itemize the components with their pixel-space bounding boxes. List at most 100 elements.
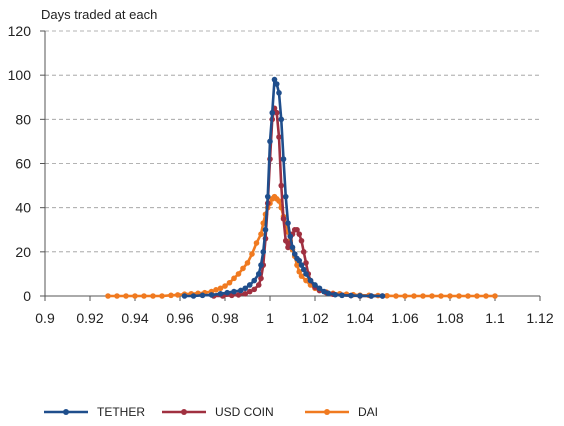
data-point xyxy=(168,292,174,299)
data-point xyxy=(235,271,242,277)
data-point xyxy=(282,193,289,200)
x-tick-label-1: 1 xyxy=(266,310,274,326)
legend: TETHER USD COIN DAI xyxy=(44,405,378,419)
x-tick-label-1.06: 1.06 xyxy=(391,310,418,326)
data-point xyxy=(174,292,181,298)
data-point xyxy=(251,286,258,293)
data-point xyxy=(260,249,267,255)
axes xyxy=(40,30,541,301)
data-point xyxy=(226,279,233,286)
data-point xyxy=(307,277,314,284)
x-tick-label-0.94: 0.94 xyxy=(121,310,148,326)
data-point xyxy=(253,240,260,246)
x-tick-label-0.9: 0.9 xyxy=(35,310,55,326)
x-tick-label-1.1: 1.1 xyxy=(485,310,505,326)
data-point xyxy=(213,287,219,293)
data-point xyxy=(258,262,264,268)
y-tick-label-100: 100 xyxy=(8,67,32,83)
data-point xyxy=(258,231,264,237)
legend-label-usd-coin: USD COIN xyxy=(215,405,274,419)
data-point xyxy=(465,293,471,299)
legend-item-tether: TETHER xyxy=(44,405,145,419)
data-point xyxy=(222,283,228,289)
data-point xyxy=(271,76,278,83)
data-point xyxy=(291,251,298,257)
data-point xyxy=(267,138,273,145)
y-tick-label-0: 0 xyxy=(23,288,31,304)
data-point xyxy=(420,293,426,299)
data-point xyxy=(303,260,309,266)
data-point xyxy=(123,293,129,299)
x-tick-label-1.08: 1.08 xyxy=(436,310,463,326)
data-point xyxy=(240,265,246,272)
data-point xyxy=(224,289,231,296)
data-point xyxy=(237,287,244,294)
data-point xyxy=(217,285,224,292)
data-point xyxy=(298,273,305,279)
data-point xyxy=(483,293,489,299)
data-point xyxy=(298,262,305,268)
data-point xyxy=(255,271,262,277)
data-point xyxy=(276,198,282,204)
data-point xyxy=(141,293,147,299)
y-tick-label-60: 60 xyxy=(15,156,31,172)
data-point xyxy=(231,288,237,295)
data-point xyxy=(294,262,300,268)
gridlines xyxy=(45,30,540,253)
data-point xyxy=(105,293,111,299)
data-point xyxy=(246,282,253,288)
y-tick-label-20: 20 xyxy=(15,244,31,260)
legend-item-dai: DAI xyxy=(305,405,378,419)
x-tick-label-1.04: 1.04 xyxy=(346,310,373,326)
data-point xyxy=(244,260,251,266)
data-point xyxy=(447,293,453,299)
data-point xyxy=(300,249,307,255)
legend-label-dai: DAI xyxy=(358,405,378,419)
data-point xyxy=(474,293,480,299)
data-point xyxy=(132,293,138,299)
data-point xyxy=(251,277,258,284)
data-point xyxy=(262,226,269,233)
data-point xyxy=(217,290,224,297)
data-point xyxy=(273,109,280,116)
series-tether xyxy=(181,76,386,299)
data-point xyxy=(280,156,287,162)
data-point xyxy=(114,293,120,299)
data-point xyxy=(282,237,289,244)
data-point xyxy=(312,282,318,288)
data-point xyxy=(379,293,386,299)
tick-labels: 0 20 40 60 80 100 120 0.9 0.92 0.94 0.96 0.98 1 1.02 1… xyxy=(8,23,554,326)
data-point xyxy=(242,285,249,292)
data-point xyxy=(294,226,300,233)
data-point xyxy=(316,285,323,292)
data-point xyxy=(246,288,253,295)
data-point xyxy=(303,277,309,284)
y-tick-label-120: 120 xyxy=(8,23,32,39)
data-point xyxy=(150,293,156,299)
data-point xyxy=(456,293,462,299)
data-point xyxy=(325,290,332,297)
data-point xyxy=(298,237,305,244)
data-point xyxy=(199,292,206,299)
data-point xyxy=(296,257,303,264)
data-point xyxy=(300,266,307,273)
data-point xyxy=(332,291,339,298)
series-layer xyxy=(105,76,498,299)
data-point xyxy=(278,182,285,189)
y-tick-label-40: 40 xyxy=(15,200,31,216)
data-point xyxy=(190,293,197,299)
legend-marker-dai xyxy=(324,409,330,415)
data-point xyxy=(321,288,327,295)
legend-marker-tether xyxy=(63,409,69,415)
data-point xyxy=(296,231,303,237)
data-point xyxy=(231,275,237,282)
data-point xyxy=(285,220,291,226)
data-point xyxy=(276,134,282,140)
data-point xyxy=(348,292,354,299)
data-point xyxy=(249,251,255,257)
data-point xyxy=(384,292,390,299)
data-point xyxy=(159,293,165,299)
data-point xyxy=(285,244,291,251)
x-tick-label-1.12: 1.12 xyxy=(526,310,553,326)
